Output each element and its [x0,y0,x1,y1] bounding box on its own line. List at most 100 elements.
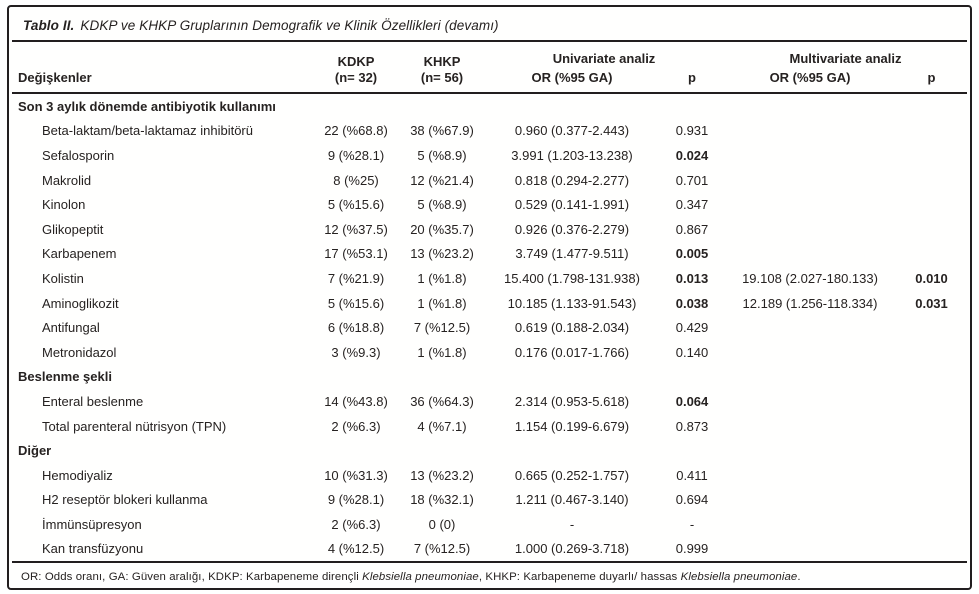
table-row: Aminoglikozit 5 (%15.6) 1 (%1.8) 10.185 (1.… [12,291,967,316]
table-row: Sefalosporin 9 (%28.1) 5 (%8.9) 3.991 (1.20… [12,143,967,168]
column-header-variables: Değişkenler [12,42,312,94]
cell-multivariate-p [896,315,967,340]
cell-multivariate-p [896,512,967,537]
cell-kdkp: 2 (%6.3) [331,418,381,434]
cell-multivariate-p [896,242,967,267]
cell-univariate-or: 10.185 (1.133-91.543) [507,295,637,311]
data-table: Değişkenler KDKP (n= 32) KHKP (n= 56) Un… [12,42,967,564]
cell-kdkp: 8 (%25) [333,172,379,188]
cell-khkp: 13 (%23.2) [410,467,474,483]
row-label: Antifungal [42,320,100,336]
row-label: Sefalosporin [42,147,115,163]
khkp-group-name: KHKP [423,54,461,69]
cell-multivariate-or [724,315,896,340]
row-label: Aminoglikozit [42,295,119,311]
section-header-label: Son 3 aylık dönemde antibiyotik kullanım… [18,98,276,114]
table-body: Son 3 aylık dönemde antibiyotik kullanım… [12,93,967,564]
cell-univariate-p: 0.140 [675,344,709,360]
cell-multivariate-p [896,217,967,242]
table-row: Beta-laktam/beta-laktamaz inhibitörü 22 (… [12,119,967,144]
cell-khkp: 13 (%23.2) [410,246,474,262]
table-caption: KDKP ve KHKP Gruplarının Demografik ve K… [80,18,499,33]
cell-univariate-p: 0.013 [675,270,709,286]
cell-univariate-or: 2.314 (0.953-5.618) [514,393,630,409]
cell-multivariate-p [896,119,967,144]
column-header-kdkp: KDKP (n= 32) [312,42,400,94]
cell-khkp: 1 (%1.8) [417,270,467,286]
cell-khkp: 12 (%21.4) [410,172,474,188]
row-label: Kolistin [42,270,84,286]
header-row-sub: OR (%95 GA) p OR (%95 GA) p [12,69,967,94]
row-label: H2 reseptör blokeri kullanma [42,492,208,508]
table-row: Enteral beslenme 14 (%43.8) 36 (%64.3) 2.31… [12,389,967,414]
cell-multivariate-or [724,488,896,513]
row-label: Kinolon [42,197,86,213]
table-row: Glikopeptit 12 (%37.5) 20 (%35.7) 0.926 (0.… [12,217,967,242]
section-row: Diğer [12,438,967,463]
table-title: Tablo II. KDKP ve KHKP Gruplarının Demog… [12,7,967,42]
cell-multivariate-p [896,168,967,193]
header-row-groups: Değişkenler KDKP (n= 32) KHKP (n= 56) Un… [12,42,967,94]
section-header-label: Diğer [18,443,52,459]
table-row: Kan transfüzyonu 4 (%12.5) 7 (%12.5) 1.000 … [12,536,967,564]
cell-multivariate-or [724,168,896,193]
cell-univariate-p: - [689,516,695,532]
table-row: Makrolid 8 (%25) 12 (%21.4) 0.818 (0.294-2.… [12,168,967,193]
table-row: Kolistin 7 (%21.9) 1 (%1.8) 15.400 (1.798-1… [12,266,967,291]
cell-kdkp: 9 (%28.1) [327,492,385,508]
cell-multivariate-p [896,414,967,439]
footnote-species-2: Klebsiella pneumoniae [680,571,798,584]
table-number: Tablo II. [23,18,75,33]
row-label: Enteral beslenme [42,393,144,409]
column-header-multivariate-p: p [896,69,967,94]
cell-univariate-p: 0.873 [675,418,709,434]
section-row: Beslenme şekli [12,365,967,390]
row-label: Total parenteral nütrisyon (TPN) [42,418,227,434]
cell-khkp: 5 (%8.9) [417,147,467,163]
table-footnote: OR: Odds oranı, GA: Güven aralığı, KDKP:… [12,563,967,583]
cell-khkp: 1 (%1.8) [417,295,467,311]
table-header: Değişkenler KDKP (n= 32) KHKP (n= 56) Un… [12,42,967,94]
cell-multivariate-p [896,340,967,365]
cell-kdkp: 9 (%28.1) [327,147,385,163]
column-header-univariate-or: OR (%95 GA) [484,69,660,94]
cell-multivariate-or [724,143,896,168]
column-group-multivariate: Multivariate analiz [789,51,902,66]
table-row: Hemodiyaliz 10 (%31.3) 13 (%23.2) 0.665 (0.… [12,463,967,488]
row-label: İmmünsüpresyon [42,516,142,532]
cell-univariate-or: 0.529 (0.141-1.991) [514,197,630,213]
cell-khkp: 38 (%67.9) [410,123,474,139]
cell-univariate-or: 0.818 (0.294-2.277) [514,172,630,188]
cell-khkp: 4 (%7.1) [417,418,467,434]
cell-khkp: 0 (0) [428,516,456,532]
cell-univariate-p: 0.038 [675,295,709,311]
column-header-khkp: KHKP (n= 56) [400,42,484,94]
cell-univariate-p: 0.411 [676,467,708,483]
column-group-univariate: Univariate analiz [552,51,656,66]
footnote-text: OR: Odds oranı, GA: Güven aralığı, KDKP:… [21,571,363,584]
cell-kdkp: 6 (%18.8) [327,320,385,336]
cell-multivariate-or [724,242,896,267]
table-row: H2 reseptör blokeri kullanma 9 (%28.1) 18 … [12,488,967,513]
cell-kdkp: 17 (%53.1) [324,246,388,262]
table-row: İmmünsüpresyon 2 (%6.3) 0 (0) - - [12,512,967,537]
row-label: Glikopeptit [42,221,104,237]
cell-kdkp: 4 (%12.5) [312,536,400,564]
cell-multivariate-p [896,389,967,414]
cell-khkp: 7 (%12.5) [413,320,471,336]
cell-univariate-p: 0.005 [675,246,709,262]
cell-kdkp: 5 (%15.6) [327,295,385,311]
cell-univariate-or: 0.960 (0.377-2.443) [514,123,630,139]
cell-khkp: 18 (%32.1) [410,492,474,508]
table-row: Karbapenem 17 (%53.1) 13 (%23.2) 3.749 (1.4… [12,242,967,267]
cell-univariate-p: 0.931 [675,123,709,139]
cell-multivariate-or: 19.108 (2.027-180.133) [742,270,878,286]
table-row: Metronidazol 3 (%9.3) 1 (%1.8) 0.176 (0.017… [12,340,967,365]
row-label: Karbapenem [42,246,117,262]
cell-multivariate-or [724,340,896,365]
footnote-period: . [797,571,801,584]
cell-khkp: 7 (%12.5) [400,536,484,564]
cell-multivariate-p [896,488,967,513]
cell-multivariate-or [724,536,897,564]
cell-univariate-or: 3.749 (1.477-9.511) [515,246,629,262]
